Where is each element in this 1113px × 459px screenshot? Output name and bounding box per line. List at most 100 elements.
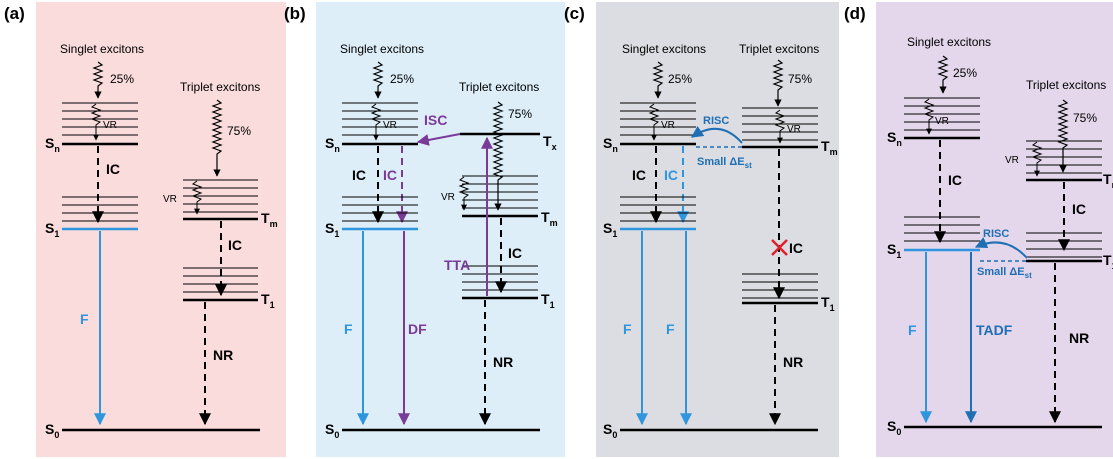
panel-d: (d) Singlet excitons Triplet excitons 25… (844, 2, 1113, 457)
panel-a-sn-label: Sn (45, 135, 60, 154)
panel-d-s1-vibrational-levels (904, 216, 980, 242)
panel-a-t1-label: T1 (261, 291, 275, 310)
panel-c-nr-label: NR (783, 354, 803, 370)
panel-c-fluorescence-label-2: F (666, 321, 675, 337)
panel-a-nr-label: NR (213, 347, 233, 363)
panel-d-triplet-wave (1057, 99, 1069, 173)
panel-d-tadf-label: TADF (976, 322, 1013, 338)
panel-d-s0-label: S0 (887, 418, 901, 437)
panel-b-s1-vibrational-levels (342, 196, 418, 222)
panel-b-tm-label: Tm (541, 209, 558, 228)
panel-c-triplet-title: Triplet excitons (739, 42, 819, 56)
panel-c-s1-vibrational-levels (620, 196, 696, 222)
panel-b-ic-purple-label: IC (383, 167, 397, 183)
panel-b-isc-label: ISC (424, 112, 447, 128)
panel-d-background (876, 2, 1113, 457)
panel-d-tm-vibrational-levels (1026, 140, 1102, 174)
panel-d-t1-vibrational-levels (1026, 232, 1102, 258)
panel-d-sn-label: Sn (887, 129, 902, 148)
panel-b-sn-label: Sn (325, 135, 340, 154)
panel-a: (a) Singlet excitons Triplet excitons 25… (4, 2, 286, 457)
panel-d-vr-wave-singlet (923, 98, 935, 135)
panel-d-letter: (d) (844, 4, 866, 23)
panel-d-sn-vibrational-levels (904, 97, 980, 131)
panel-a-vr-wave-triplet (191, 180, 203, 215)
panel-d-ic-triplet-label: IC (1072, 201, 1086, 217)
panel-b-ic-triplet-label: IC (508, 245, 522, 261)
panel-d-vr-label-triplet: VR (1005, 155, 1019, 166)
panel-b-singlet-percent: 25% (390, 72, 414, 86)
panel-a-ic-singlet-label: IC (106, 161, 120, 177)
panel-c-ic-blue-label: IC (664, 167, 678, 183)
panel-b-letter: (b) (284, 4, 306, 23)
panel-b-triplet-title: Triplet excitons (459, 80, 539, 94)
panel-a-singlet-title: Singlet excitons (60, 42, 144, 56)
panel-c-s0-label: S0 (603, 421, 617, 440)
panel-c-vr-label-triplet: VR (787, 124, 801, 135)
panel-b-singlet-title: Singlet excitons (340, 42, 424, 56)
panel-a-singlet-wave (92, 61, 104, 99)
panel-d-tm-label: Tm (1103, 171, 1113, 190)
panel-d-fluorescence-label: F (908, 322, 917, 338)
panel-b-triplet-wave (492, 101, 504, 211)
panel-c-vr-wave-triplet (774, 109, 786, 144)
panel-b-s1-label: S1 (325, 220, 339, 239)
panel-c-ic-singlet-label: IC (632, 167, 646, 183)
panel-a-triplet-percent: 75% (227, 124, 251, 138)
panel-b-nr-label: NR (493, 354, 513, 370)
panel-a-vr-label-singlet: VR (103, 120, 117, 131)
panel-c-s1-label: S1 (603, 220, 617, 239)
panel-c-singlet-percent: 25% (668, 72, 692, 86)
panel-a-ic-triplet-label: IC (228, 237, 242, 253)
panel-a-sn-vibrational-levels (62, 102, 138, 136)
panel-a-triplet-title: Triplet excitons (180, 80, 260, 94)
panel-b-singlet-wave (372, 61, 384, 99)
panel-c-t1-vibrational-levels (742, 273, 818, 299)
panel-b-ic-singlet-label: IC (352, 167, 366, 183)
panel-b-fluorescence-label: F (344, 321, 353, 337)
panel-d-risc-arrow (974, 237, 1028, 259)
panel-d-s1-label: S1 (887, 241, 901, 260)
panel-d-singlet-percent: 25% (953, 66, 977, 80)
panel-a-s0-label: S0 (45, 421, 59, 440)
panel-c-sn-label: Sn (603, 135, 618, 154)
panel-a-vr-label-triplet: VR (163, 194, 177, 205)
panel-c-singlet-wave (652, 61, 664, 99)
panel-d-vr-wave-triplet (1031, 141, 1043, 177)
panel-c: (c) Singlet excitons Triplet excitons 25… (564, 2, 839, 457)
panel-b-vr-label-triplet: VR (441, 192, 455, 203)
panel-c-singlet-title: Singlet excitons (622, 42, 706, 56)
panel-d-risc-label: RISC (983, 228, 1009, 240)
panel-c-tm-label: Tm (821, 138, 838, 157)
panel-c-fluorescence-label-1: F (623, 321, 632, 337)
panel-b-vr-wave-triplet (458, 176, 470, 211)
panel-a-s1-vibrational-levels (62, 196, 138, 222)
panel-c-vr-wave-singlet (648, 103, 660, 141)
panel-c-triplet-percent: 75% (788, 72, 812, 86)
panel-b-sn-vibrational-levels (342, 102, 418, 136)
panel-b-triplet-percent: 75% (508, 107, 532, 121)
panel-a-fluorescence-label: F (80, 311, 89, 327)
panel-c-risc-label: RISC (703, 115, 729, 127)
panel-c-letter: (c) (564, 4, 585, 23)
panel-c-sn-vibrational-levels (620, 102, 696, 136)
panel-a-tm-label: Tm (261, 210, 278, 229)
panel-a-singlet-percent: 25% (110, 72, 134, 86)
panel-b-isc-arrow (416, 133, 461, 146)
panel-c-risc-arrow (691, 125, 743, 144)
panel-c-vr-label-singlet: VR (661, 120, 675, 131)
panel-d-nr-label: NR (1069, 330, 1089, 346)
panel-b-tta-label: TTA (444, 257, 470, 273)
panel-b-df-label: DF (408, 321, 427, 337)
panel-c-ic-blocked-label: IC (789, 240, 803, 256)
panel-d-triplet-percent: 75% (1073, 111, 1097, 125)
panel-d-ic-singlet-label: IC (948, 172, 962, 188)
panel-b: (b) Singlet excitons Triplet excitons 25… (284, 2, 565, 457)
panel-d-small-gap-label: Small ΔEst (977, 266, 1032, 280)
panel-d-triplet-title: Triplet excitons (1026, 78, 1106, 92)
panel-d-singlet-title: Singlet excitons (907, 35, 991, 49)
panel-b-t1-vibrational-levels (462, 265, 538, 291)
panel-a-vr-wave-singlet (90, 103, 102, 141)
panel-b-s0-label: S0 (325, 421, 339, 440)
